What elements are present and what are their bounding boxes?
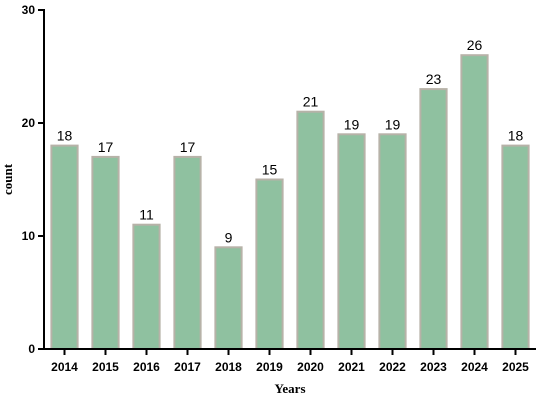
x-tick-label-2020: 2020 xyxy=(297,360,324,374)
bar-2023 xyxy=(419,88,448,350)
x-tick-label-2016: 2016 xyxy=(133,360,160,374)
y-tick-label-20: 20 xyxy=(22,116,36,130)
bar-2022 xyxy=(378,133,407,350)
bar-2018 xyxy=(214,246,243,350)
data-label-2019: 15 xyxy=(262,162,278,178)
x-tick-label-2014: 2014 xyxy=(51,360,78,374)
bar-2019 xyxy=(255,178,284,350)
data-label-2022: 19 xyxy=(385,116,401,132)
data-label-2014: 18 xyxy=(57,128,73,144)
x-tick-label-2023: 2023 xyxy=(420,360,447,374)
x-axis: 2014 2015 2016 2017 2018 2019 2020 2021 2022 2023… xyxy=(43,348,536,374)
data-label-2018: 9 xyxy=(225,229,233,245)
y-axis-title: count xyxy=(0,163,15,195)
y-tick-label-0: 0 xyxy=(28,342,35,356)
x-tick-label-2024: 2024 xyxy=(461,360,488,374)
data-label-2020: 21 xyxy=(303,94,319,110)
x-tick-label-2017: 2017 xyxy=(174,360,201,374)
x-tick-label-2015: 2015 xyxy=(92,360,119,374)
data-labels-group: 18 17 11 17 9 15 21 19 19 23 26 18 xyxy=(57,37,524,245)
x-axis-title: Years xyxy=(274,381,305,396)
data-label-2021: 19 xyxy=(344,116,360,132)
data-label-2015: 17 xyxy=(98,139,114,155)
data-label-2024: 26 xyxy=(467,37,483,53)
data-label-2017: 17 xyxy=(180,139,196,155)
data-label-2025: 18 xyxy=(508,128,524,144)
x-tick-label-2022: 2022 xyxy=(379,360,406,374)
y-tick-label-10: 10 xyxy=(22,229,36,243)
bar-2016 xyxy=(132,223,161,350)
bar-2021 xyxy=(337,133,366,350)
bar-2020 xyxy=(296,110,325,350)
bar-2025 xyxy=(501,144,530,350)
x-tick-label-2018: 2018 xyxy=(215,360,242,374)
y-axis: 0 10 20 30 xyxy=(22,3,45,356)
bar-2024 xyxy=(460,54,489,350)
data-label-2016: 11 xyxy=(139,207,154,223)
x-tick-label-2019: 2019 xyxy=(256,360,283,374)
data-label-2023: 23 xyxy=(426,71,442,87)
y-tick-label-30: 30 xyxy=(22,3,36,17)
x-tick-label-2021: 2021 xyxy=(338,360,365,374)
bar-2014 xyxy=(50,144,79,350)
x-tick-label-2025: 2025 xyxy=(502,360,529,374)
bar-2017 xyxy=(173,155,202,350)
bar-2015 xyxy=(91,155,120,350)
bars-group xyxy=(50,54,530,350)
